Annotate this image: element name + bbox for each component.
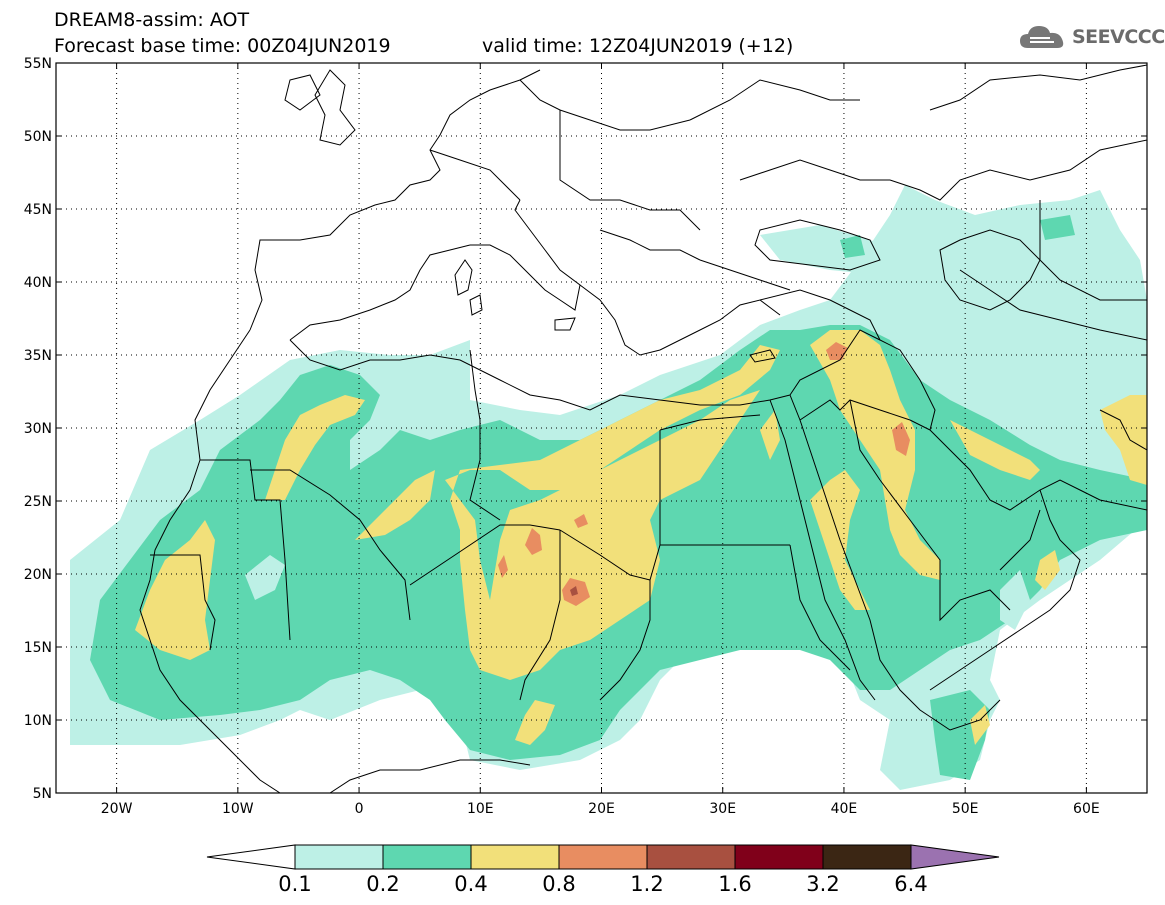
lat-label: 55N bbox=[24, 56, 52, 72]
aot-colorbar: 0.1 0.2 0.4 0.8 1.2 1.6 3.2 6.4 bbox=[206, 844, 1000, 896]
map-title: DREAM8-assim: AOT bbox=[54, 9, 250, 31]
lat-label: 50N bbox=[24, 129, 52, 145]
coastlines-borders bbox=[139, 64, 1147, 793]
colorbar-segment bbox=[470, 844, 560, 870]
aot-contours bbox=[70, 185, 1147, 790]
lat-label: 5N bbox=[33, 786, 52, 802]
lon-label: 20E bbox=[588, 801, 615, 817]
colorbar-level-label: 3.2 bbox=[806, 872, 839, 896]
lat-axis: 55N 50N 45N 40N 35N 30N 25N 20N 15N 10N 5N bbox=[24, 56, 52, 802]
colorbar-level-label: 0.8 bbox=[542, 872, 575, 896]
valid-time: valid time: 12Z04JUN2019 (+12) bbox=[482, 35, 794, 57]
lon-label: 10E bbox=[467, 801, 494, 817]
lon-label: 20W bbox=[101, 801, 133, 817]
logo-text: SEEVCCC bbox=[1072, 26, 1165, 48]
lon-label: 30E bbox=[709, 801, 736, 817]
lon-label: 60E bbox=[1073, 801, 1100, 817]
lat-label: 40N bbox=[24, 275, 52, 291]
colorbar-segment bbox=[822, 844, 912, 870]
lon-label: 50E bbox=[952, 801, 979, 817]
lat-label: 10N bbox=[24, 713, 52, 729]
lat-label: 20N bbox=[24, 567, 52, 583]
seevccc-logo: SEEVCCC bbox=[1018, 22, 1165, 52]
colorbar-level-label: 1.2 bbox=[630, 872, 663, 896]
colorbar-segment bbox=[382, 844, 472, 870]
forecast-base-time: Forecast base time: 00Z04JUN2019 bbox=[54, 35, 391, 57]
cloud-icon bbox=[1020, 26, 1064, 48]
colorbar-segment bbox=[646, 844, 736, 870]
lat-label: 35N bbox=[24, 348, 52, 364]
axis-ticks bbox=[56, 62, 1147, 794]
colorbar-over-arrow bbox=[910, 844, 1000, 870]
lat-label: 15N bbox=[24, 640, 52, 656]
colorbar-level-label: 1.6 bbox=[718, 872, 751, 896]
lat-label: 30N bbox=[24, 421, 52, 437]
colorbar-level-label: 0.4 bbox=[454, 872, 487, 896]
lat-label: 25N bbox=[24, 494, 52, 510]
lat-lon-grid bbox=[56, 63, 1147, 793]
lon-axis: 20W 10W 0 10E 20E 30E 40E 50E 60E bbox=[101, 801, 1100, 817]
colorbar-under-arrow bbox=[206, 844, 296, 870]
lon-label: 40E bbox=[831, 801, 858, 817]
colorbar-level-label: 0.2 bbox=[366, 872, 399, 896]
colorbar-segment bbox=[294, 844, 384, 870]
colorbar-level-label: 0.1 bbox=[278, 872, 311, 896]
lat-label: 45N bbox=[24, 202, 52, 218]
colorbar-segment bbox=[558, 844, 648, 870]
colorbar-level-label: 6.4 bbox=[894, 872, 927, 896]
colorbar-segment bbox=[734, 844, 824, 870]
lon-label: 0 bbox=[355, 801, 364, 817]
aot-band-0.8 bbox=[525, 528, 542, 555]
lon-label: 10W bbox=[222, 801, 254, 817]
